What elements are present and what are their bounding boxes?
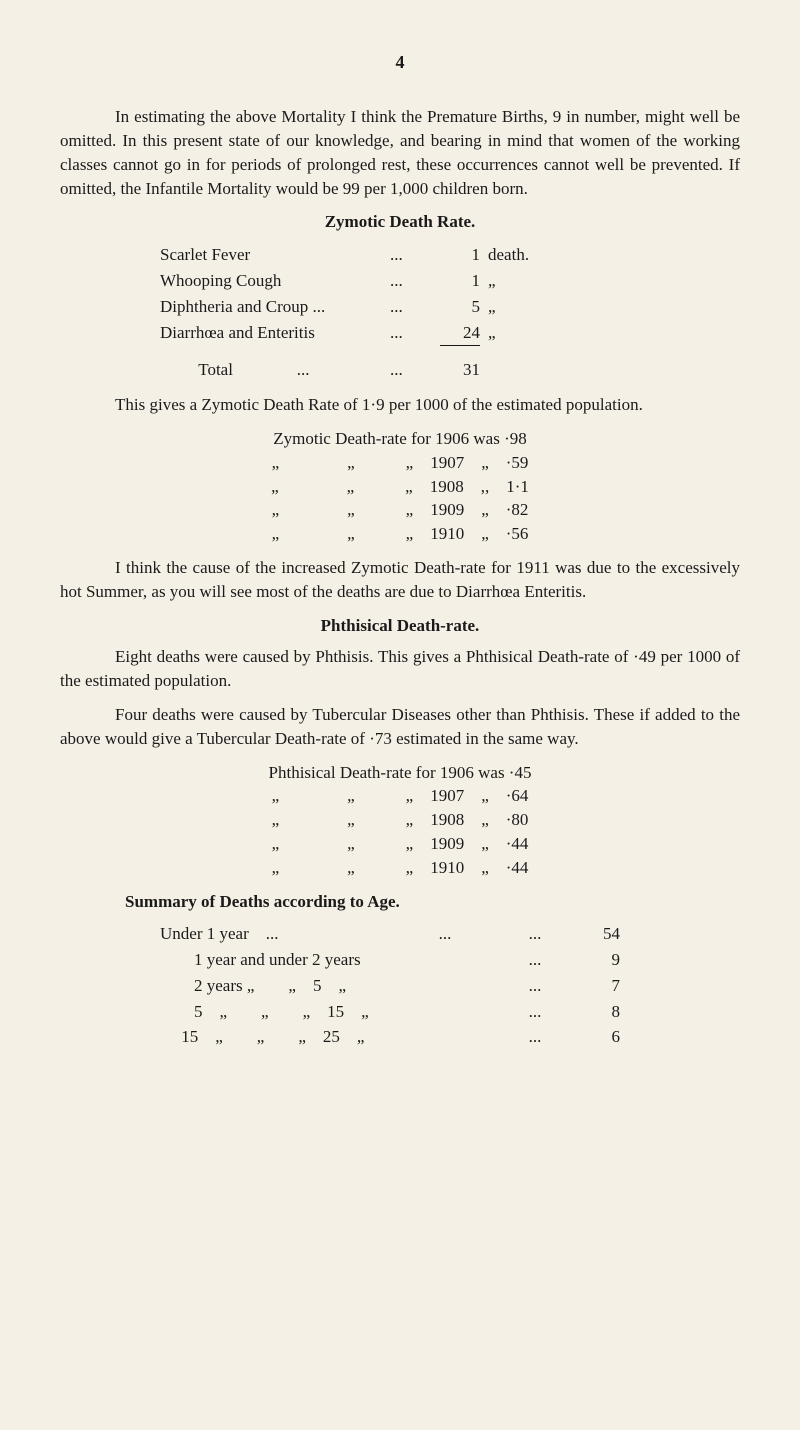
table-row: Diphtheria and Croup ... ... 5 „ <box>160 294 529 320</box>
paragraph-tubercular: Four deaths were caused by Tubercular Di… <box>60 703 740 751</box>
death-count: 1 <box>440 242 480 268</box>
rate-line: „ „ „ 1907 „ ·64 <box>60 784 740 808</box>
death-count: 9 <box>580 947 620 973</box>
table-row: 1 year and under 2 years ... 9 <box>160 947 620 973</box>
dots: ... <box>390 268 440 294</box>
paragraph-intro: In estimating the above Mortality I thin… <box>60 105 740 200</box>
dots: ... <box>490 921 580 947</box>
table-row: 15 „ „ „ 25 „ ... 6 <box>160 1024 620 1050</box>
table-row: Under 1 year ... ... ... 54 <box>160 921 620 947</box>
table-row: Diarrhœa and Enteritis ... 24 „ <box>160 320 529 346</box>
unit: „ <box>480 294 529 320</box>
table-row: Total ... ... 31 <box>160 346 529 383</box>
dots: ... <box>490 999 580 1025</box>
phthisical-heading: Phthisical Death-rate. <box>60 614 740 638</box>
zymotic-heading: Zymotic Death Rate. <box>60 210 740 234</box>
disease-label: Diarrhœa and Enteritis <box>160 320 390 346</box>
table-row: 5 „ „ „ 15 „ ... 8 <box>160 999 620 1025</box>
dots <box>400 973 490 999</box>
dots: ... <box>390 242 440 268</box>
unit: „ <box>480 320 529 346</box>
dots: ... <box>400 921 490 947</box>
total-label: Total ... <box>160 346 390 383</box>
age-label: 15 „ „ „ 25 „ <box>160 1024 400 1050</box>
table-row: 2 years „ „ 5 „ ... 7 <box>160 973 620 999</box>
dots: ... <box>390 346 440 383</box>
table-row: Scarlet Fever ... 1 death. <box>160 242 529 268</box>
rate-line: „ „ „ 1907 „ ·59 <box>60 451 740 475</box>
phthisical-rate-list: Phthisical Death-rate for 1906 was ·45 „… <box>60 761 740 880</box>
rate-line: „ „ „ 1910 „ ·44 <box>60 856 740 880</box>
rate-line: „ „ „ 1910 „ ·56 <box>60 522 740 546</box>
age-label: 1 year and under 2 years <box>160 947 400 973</box>
age-label: 2 years „ „ 5 „ <box>160 973 400 999</box>
summary-heading: Summary of Deaths according to Age. <box>125 890 740 914</box>
rate-line: „ „ „ 1908 ,, 1·1 <box>60 475 740 499</box>
age-label: 5 „ „ „ 15 „ <box>160 999 400 1025</box>
rate-header: Zymotic Death-rate for 1906 was ·98 <box>60 427 740 451</box>
paragraph-phthisis: Eight deaths were caused by Phthisis. Th… <box>60 645 740 693</box>
death-count: 54 <box>580 921 620 947</box>
paragraph-zymotic-cause: I think the cause of the increased Zymot… <box>60 556 740 604</box>
death-count: 6 <box>580 1024 620 1050</box>
dots: ... <box>390 320 440 346</box>
table-row: Whooping Cough ... 1 „ <box>160 268 529 294</box>
dots: ... <box>390 294 440 320</box>
unit: death. <box>480 242 529 268</box>
age-label: Under 1 year ... <box>160 921 400 947</box>
dots <box>400 1024 490 1050</box>
death-count: 5 <box>440 294 480 320</box>
disease-label: Scarlet Fever <box>160 242 390 268</box>
zymotic-death-table: Scarlet Fever ... 1 death. Whooping Coug… <box>160 242 529 383</box>
paragraph-zymotic-rate: This gives a Zymotic Death Rate of 1·9 p… <box>60 393 740 417</box>
disease-label: Diphtheria and Croup ... <box>160 294 390 320</box>
dots <box>400 999 490 1025</box>
page-number: 4 <box>60 50 740 75</box>
dots: ... <box>490 947 580 973</box>
unit: „ <box>480 268 529 294</box>
rate-line: „ „ „ 1909 „ ·82 <box>60 498 740 522</box>
dots <box>400 947 490 973</box>
rate-line: „ „ „ 1909 „ ·44 <box>60 832 740 856</box>
rate-line: „ „ „ 1908 „ ·80 <box>60 808 740 832</box>
death-count: 8 <box>580 999 620 1025</box>
death-count: 24 <box>440 320 480 346</box>
summary-table: Under 1 year ... ... ... 54 1 year and u… <box>160 921 620 1050</box>
death-count: 1 <box>440 268 480 294</box>
dots: ... <box>297 360 310 379</box>
zymotic-rate-list: Zymotic Death-rate for 1906 was ·98 „ „ … <box>60 427 740 546</box>
dots: ... <box>490 973 580 999</box>
rate-header: Phthisical Death-rate for 1906 was ·45 <box>60 761 740 785</box>
dots: ... <box>490 1024 580 1050</box>
total-text: Total <box>198 360 233 379</box>
death-count: 7 <box>580 973 620 999</box>
disease-label: Whooping Cough <box>160 268 390 294</box>
total-count: 31 <box>440 346 480 383</box>
